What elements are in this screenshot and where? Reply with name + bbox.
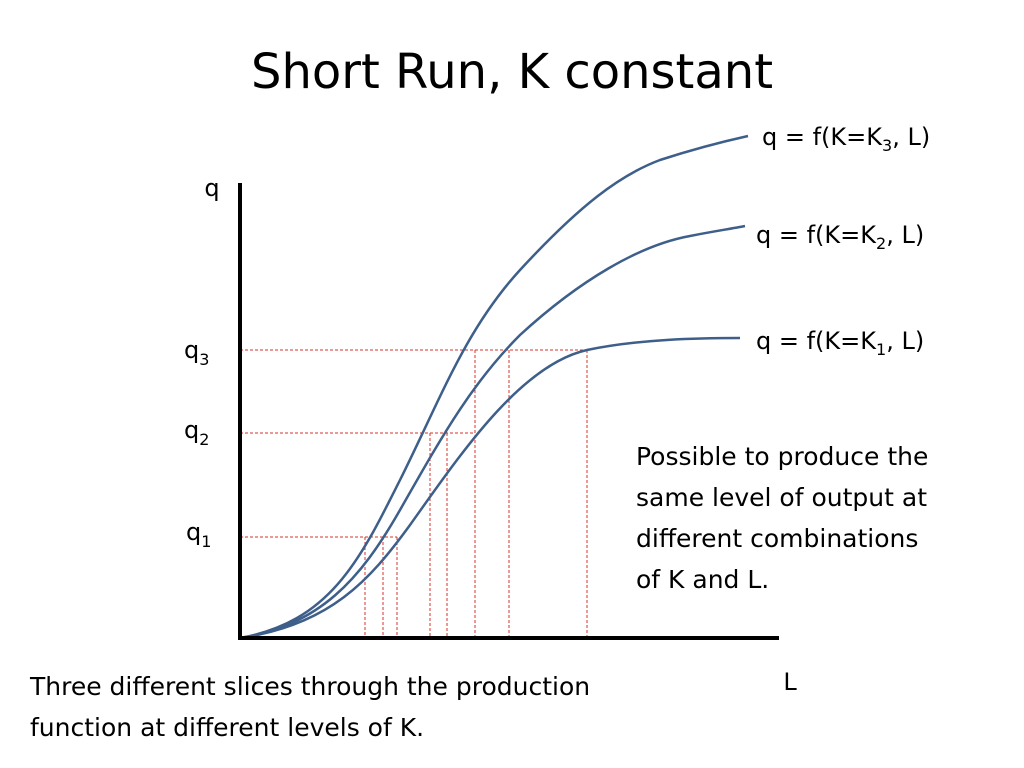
level-sub: 1 <box>201 532 211 551</box>
curve-label-sub: 3 <box>882 136 892 155</box>
level-label: q3 <box>184 336 209 369</box>
slide-title: Short Run, K constant <box>251 44 773 100</box>
note-line: Possible to produce the <box>636 442 928 471</box>
level-sub: 3 <box>199 350 209 369</box>
note-line: of K and L. <box>636 565 769 594</box>
curve-k2 <box>239 224 746 640</box>
level-sub: 2 <box>199 430 209 449</box>
curve-label-text: q = f(K=K <box>756 327 877 355</box>
curve-label: q = f(K=K2, L) <box>756 221 924 253</box>
y-axis-label: q <box>204 174 219 202</box>
level-label: q2 <box>184 416 209 449</box>
curve-label-sub: 2 <box>876 234 886 253</box>
curve-k1 <box>239 336 741 640</box>
level-label: q1 <box>186 518 211 551</box>
curve-label-text: , L) <box>886 221 924 249</box>
caption-line: Three different slices through the produ… <box>29 672 590 701</box>
level-main: q <box>186 518 201 546</box>
curve-label-text: , L) <box>886 327 924 355</box>
level-main: q <box>184 416 199 444</box>
guide-lines <box>240 349 588 638</box>
curve-label: q = f(K=K3, L) <box>762 123 930 155</box>
note: Possible to produce the same level of ou… <box>636 442 928 594</box>
level-main: q <box>184 336 199 364</box>
caption-line: function at different levels of K. <box>30 713 424 742</box>
note-line: same level of output at <box>636 483 927 512</box>
curve-label-text: , L) <box>892 123 930 151</box>
curve-label: q = f(K=K1, L) <box>756 327 924 359</box>
curve-label-sub: 1 <box>876 340 886 359</box>
note-line: different combinations <box>636 524 918 553</box>
curve-label-text: q = f(K=K <box>762 123 883 151</box>
curve-k3 <box>239 134 749 640</box>
x-axis-label: L <box>783 668 797 696</box>
curve-label-text: q = f(K=K <box>756 221 877 249</box>
caption: Three different slices through the produ… <box>29 672 590 742</box>
